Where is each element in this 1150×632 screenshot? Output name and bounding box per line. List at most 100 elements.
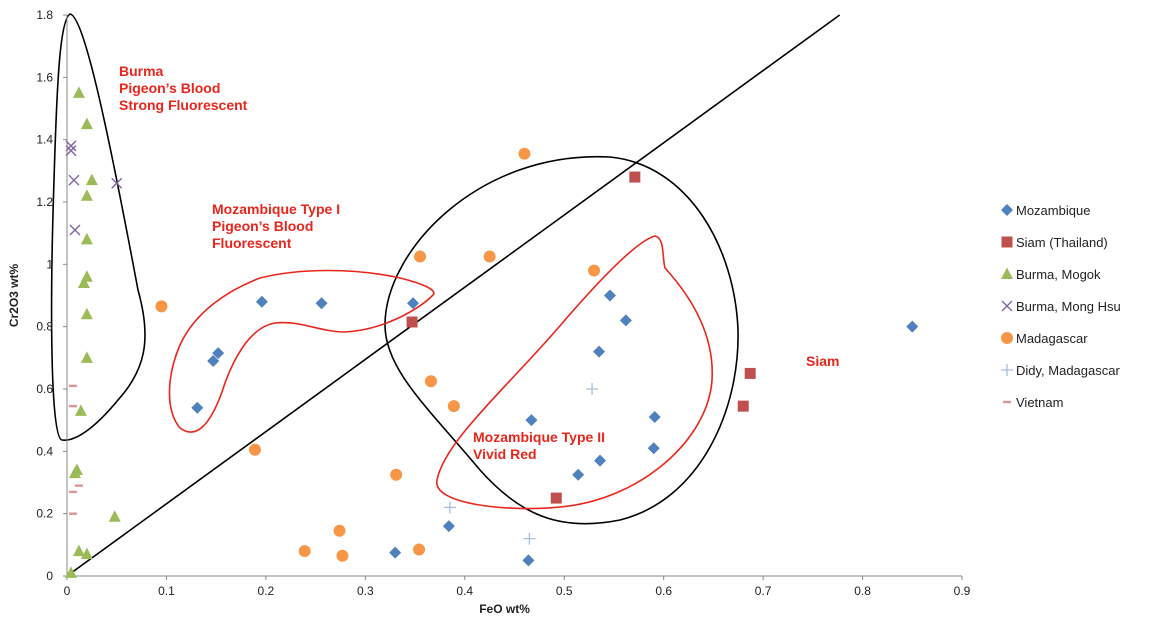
legend-marker-didy-madagascar <box>1001 364 1013 376</box>
legend-marker-vietnam <box>1003 400 1011 404</box>
series-siam-thailand <box>406 171 756 504</box>
data-point-burma-mogok <box>80 307 93 320</box>
legend-label: Mozambique <box>1016 203 1090 218</box>
legend-item-burma-mong-hsu: Burma, Mong Hsu <box>1001 299 1121 314</box>
data-point-mozambique <box>648 411 661 424</box>
data-point-madagascar <box>447 400 460 413</box>
data-point-burma-mogok <box>64 566 77 578</box>
annotation-line: Pigeon’s Blood <box>212 218 313 234</box>
legend-marker-siam-thailand <box>1001 236 1013 248</box>
annotation-line: Pigeon’s Blood <box>119 80 220 96</box>
data-point-madagascar <box>390 468 403 481</box>
x-tick-label: 0.8 <box>854 584 871 598</box>
data-point-madagascar <box>483 250 496 263</box>
data-point-burma-mogok <box>80 547 93 560</box>
data-point-mozambique <box>255 295 268 308</box>
data-point-mozambique <box>191 401 204 414</box>
data-point-vietnam <box>68 384 77 388</box>
mozambique-type-ii-annotation: Mozambique Type II Vivid Red <box>473 429 605 462</box>
data-point-siam-thailand <box>550 492 562 504</box>
annotation-line: Mozambique Type II <box>473 429 605 445</box>
data-point-madagascar <box>588 264 601 277</box>
y-tick-label: 1.2 <box>36 195 53 209</box>
annotations: Burma Pigeon’s Blood Strong FluorescentMoz… <box>119 63 839 462</box>
mozambique-type-i-region-outline <box>168 269 435 433</box>
data-point-burma-mogok <box>80 117 93 130</box>
data-point-burma-mogok <box>74 404 87 416</box>
mozambique-type-ii-region-outline <box>436 235 713 510</box>
series-burma-mogok <box>64 86 121 578</box>
legend-marker-mozambique <box>1001 204 1013 216</box>
data-point-vietnam <box>68 404 77 408</box>
data-point-burma-mogok <box>72 544 85 557</box>
data-point-burma-mogok <box>85 173 98 186</box>
legend-label: Siam (Thailand) <box>1016 235 1108 250</box>
y-tick-label: 0.4 <box>36 444 53 458</box>
legend-item-didy-madagascar: Didy, Madagascar <box>1001 363 1120 378</box>
data-point-burma-mogok <box>68 466 81 479</box>
data-point-vietnam <box>68 512 77 515</box>
y-tick-label: 0.6 <box>36 382 53 396</box>
data-point-madagascar <box>424 375 437 388</box>
x-tick-label: 0.7 <box>755 584 772 598</box>
series-vietnam <box>68 384 83 515</box>
data-point-burma-mogok <box>72 86 85 98</box>
data-point-siam-thailand <box>406 316 418 328</box>
legend-label: Burma, Mogok <box>1016 267 1101 282</box>
series-mozambique <box>191 289 919 567</box>
x-tick-label: 0.5 <box>556 584 573 598</box>
series-didy-madagascar <box>443 383 599 545</box>
data-point-burma-mong-hsu <box>65 145 77 157</box>
legend-label: Madagascar <box>1016 331 1088 346</box>
series-burma-mong-hsu <box>65 140 123 236</box>
data-point-burma-mong-hsu <box>65 140 77 152</box>
reference-line <box>66 14 841 577</box>
x-tick-label: 0.2 <box>258 584 275 598</box>
series-madagascar <box>155 147 601 562</box>
data-point-madagascar <box>298 545 311 558</box>
data-point-mozambique <box>407 297 420 310</box>
x-axis-title: FeO wt% <box>479 602 530 616</box>
data-point-mozambique <box>603 289 616 302</box>
legend-marker-madagascar <box>1001 332 1013 344</box>
data-point-burma-mogok <box>108 510 121 522</box>
legend-marker-burma-mogok <box>1001 267 1013 279</box>
annotation-line: Fluorescent <box>212 235 292 251</box>
data-point-madagascar <box>336 549 349 562</box>
y-tick-label: 0.8 <box>36 320 53 334</box>
data-point-mozambique <box>522 554 535 567</box>
x-tick-label: 0.9 <box>954 584 971 598</box>
legend-label: Burma, Mong Hsu <box>1016 299 1121 314</box>
data-point-mozambique <box>442 520 455 533</box>
y-axis-title: Cr2O3 wt% <box>7 263 21 327</box>
y-tick-label: 1.6 <box>36 70 53 84</box>
legend-item-burma-mogok: Burma, Mogok <box>1001 267 1101 282</box>
x-tick-label: 0.3 <box>357 584 374 598</box>
data-point-madagascar <box>518 147 531 160</box>
mozambique-type-i-annotation: Mozambique Type I Pigeon’s Blood Fluoresce… <box>212 201 340 251</box>
legend-item-vietnam: Vietnam <box>1003 395 1063 410</box>
data-point-burma-mong-hsu <box>68 174 80 186</box>
data-point-madagascar <box>155 300 168 313</box>
y-tick-label: 1 <box>46 257 53 271</box>
annotation-line: Burma <box>119 63 164 79</box>
data-point-didy-madagascar <box>443 501 456 514</box>
x-tick-label: 0.1 <box>158 584 175 598</box>
x-tick-label: 0.4 <box>456 584 473 598</box>
y-tick-label: 0.2 <box>36 507 53 521</box>
x-tick-label: 0 <box>64 584 71 598</box>
data-point-burma-mogok <box>77 276 90 289</box>
annotation-line: Strong Fluorescent <box>119 97 248 113</box>
annotation-line: Mozambique Type I <box>212 201 340 217</box>
x-tick-label: 0.6 <box>655 584 672 598</box>
data-point-mozambique <box>207 354 220 367</box>
data-point-siam-thailand <box>737 400 749 412</box>
data-point-mozambique <box>619 314 632 327</box>
plot-area: 0 0.1 0.2 0.3 0.4 0.5 0.6 0.7 0.8 0.9 0 0.2 0.4 0.6 0.… <box>7 8 971 616</box>
annotation-line: Siam <box>806 353 839 369</box>
region-outlines <box>50 13 739 525</box>
legend: Mozambique Siam (Thailand) Burma, Mogok Bur… <box>1001 203 1121 410</box>
y-tick-label: 0 <box>46 569 53 583</box>
data-point-didy-madagascar <box>523 532 536 545</box>
